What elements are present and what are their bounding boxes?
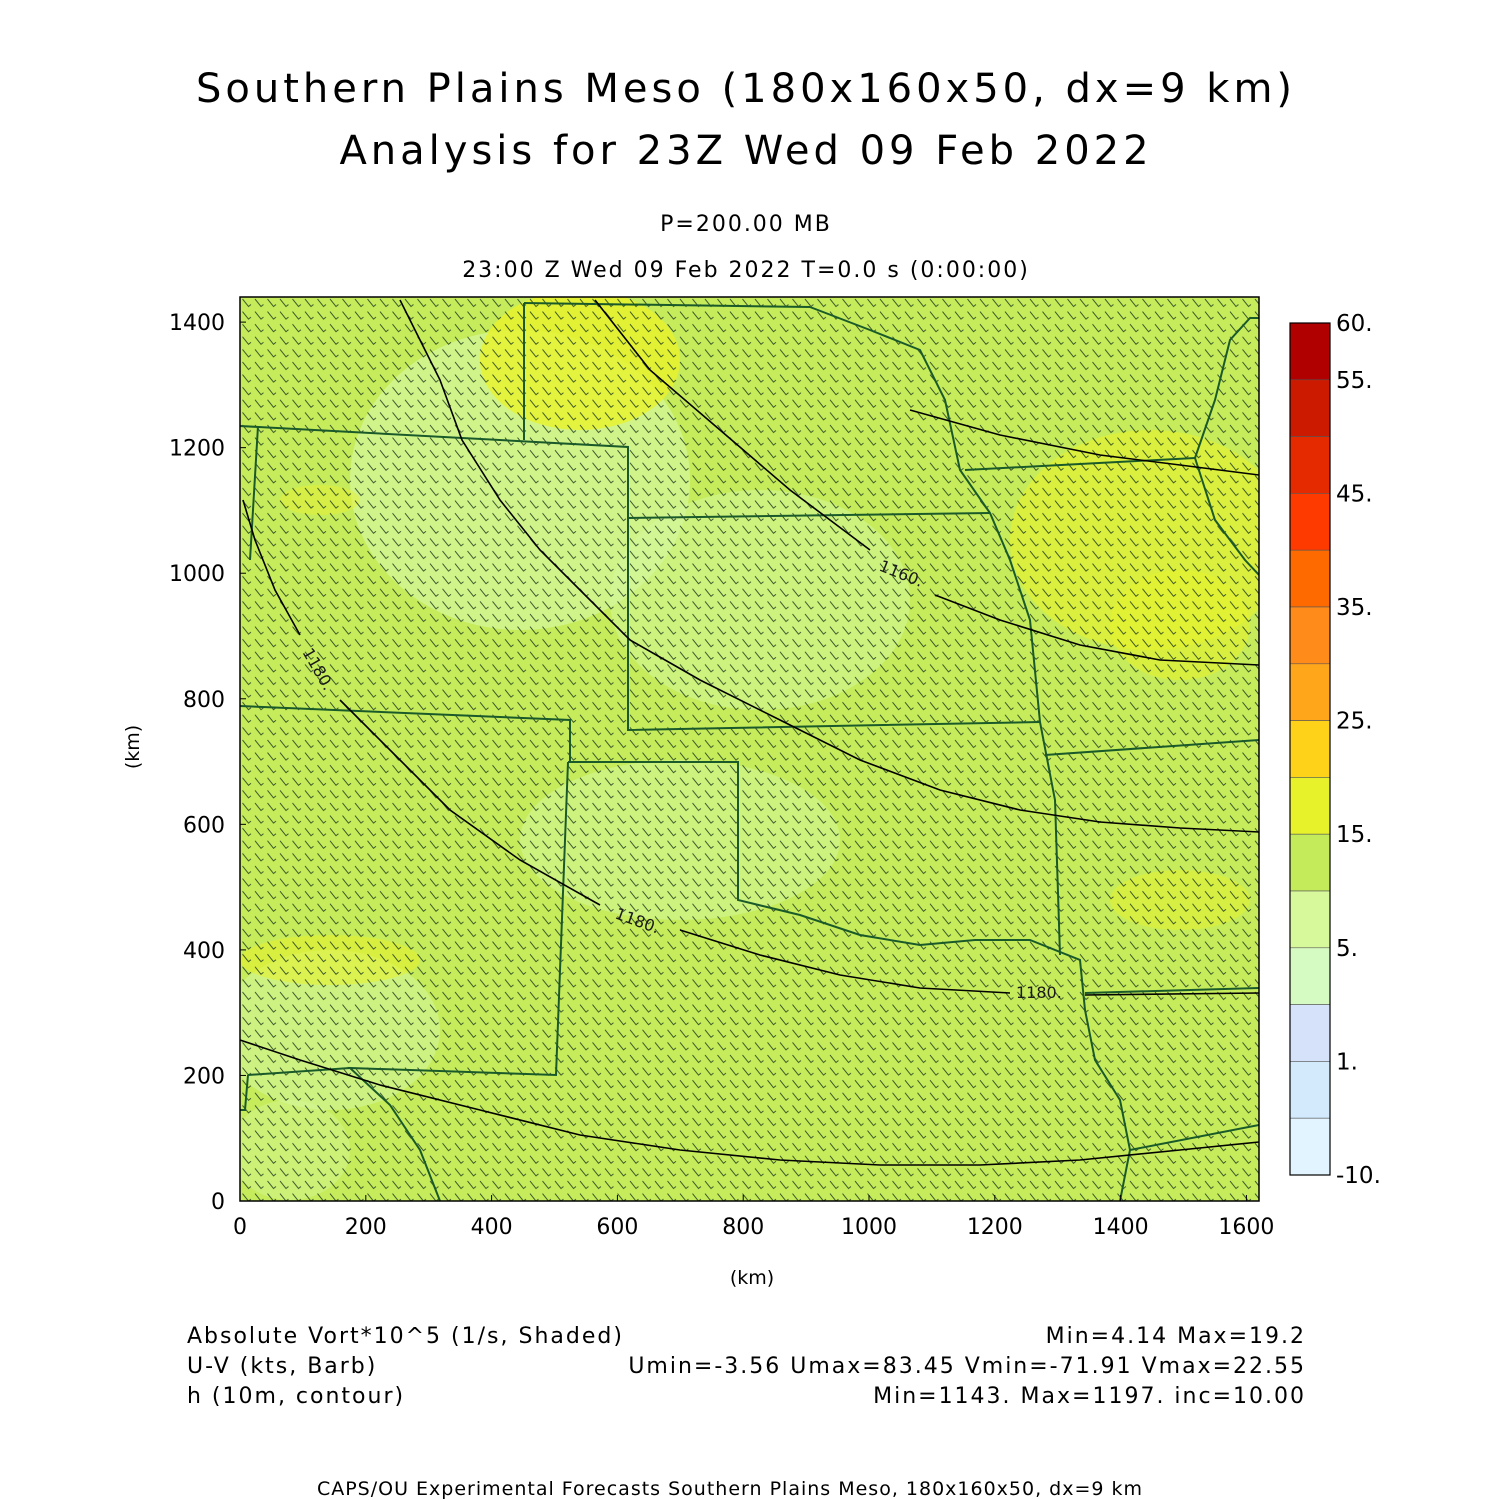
colorbar-segment bbox=[1289, 1061, 1331, 1119]
height-contour-line bbox=[399, 299, 1259, 833]
legend-wind-name: U-V (kts, Barb) bbox=[187, 1354, 378, 1379]
colorbar-label: 60. bbox=[1336, 311, 1373, 337]
credit-line: CAPS/OU Experimental Forecasts Southern … bbox=[316, 1478, 1144, 1500]
x-tick-label: 0 bbox=[233, 1215, 247, 1240]
x-axis-label: (km) bbox=[730, 1267, 774, 1289]
plot-title-line-2: Analysis for 23Z Wed 09 Feb 2022 bbox=[339, 128, 1153, 174]
colorbar-label: 45. bbox=[1336, 481, 1373, 507]
colorbar-label: -10. bbox=[1336, 1163, 1381, 1189]
colorbar-segment bbox=[1289, 720, 1331, 778]
boundary-line bbox=[1129, 1124, 1259, 1151]
colorbar-segment bbox=[1289, 379, 1331, 437]
x-tick-label: 1400 bbox=[1093, 1215, 1149, 1240]
boundary-line bbox=[240, 1074, 249, 1111]
x-tick-label: 1600 bbox=[1218, 1215, 1274, 1240]
y-tick-label: 400 bbox=[183, 939, 225, 964]
y-tick-label: 1400 bbox=[169, 311, 225, 336]
colorbar-segment bbox=[1289, 663, 1331, 721]
state-boundaries bbox=[240, 302, 1259, 1201]
height-contour-line bbox=[242, 499, 301, 636]
colorbar-segment bbox=[1289, 322, 1331, 381]
colorbar-frame bbox=[1289, 322, 1331, 1176]
colorbar-segment bbox=[1289, 1004, 1331, 1062]
colorbar-segment bbox=[1289, 606, 1331, 665]
y-axis: 0 200 400 600 800 1000 1200 1400 bbox=[169, 311, 246, 1215]
boundary-line bbox=[249, 425, 259, 561]
contour-label: 1180. bbox=[1016, 983, 1062, 1002]
colorbar-segment bbox=[1289, 777, 1331, 835]
colorbar-segment bbox=[1289, 947, 1331, 1005]
height-contour-line bbox=[934, 594, 1259, 666]
x-tick-label: 1000 bbox=[841, 1215, 897, 1240]
boundary-line bbox=[247, 1067, 351, 1076]
boundary-line bbox=[1194, 457, 1259, 576]
x-axis: 0 200 400 600 800 1000 1200 1400 1600 bbox=[233, 1195, 1274, 1240]
plot-frame bbox=[239, 296, 1260, 1202]
height-contours bbox=[240, 299, 1259, 1166]
height-contour-line bbox=[1084, 992, 1259, 996]
y-tick-label: 1200 bbox=[169, 437, 225, 462]
y-tick-label: 1000 bbox=[169, 562, 225, 587]
legend-vorticity-name: Absolute Vort*10^5 (1/s, Shaded) bbox=[187, 1324, 624, 1349]
boundary-line bbox=[347, 761, 569, 1201]
boundary-line bbox=[1084, 987, 1259, 994]
colorbar bbox=[1289, 322, 1331, 1176]
height-contour-line bbox=[909, 409, 1259, 476]
boundary-line bbox=[627, 512, 991, 519]
colorbar-label: 35. bbox=[1336, 595, 1373, 621]
legend-height-name: h (10m, contour) bbox=[187, 1384, 406, 1409]
y-tick-label: 200 bbox=[183, 1064, 225, 1089]
colorbar-segment bbox=[1289, 890, 1331, 949]
x-tick-label: 600 bbox=[596, 1215, 638, 1240]
y-axis-label: (km) bbox=[122, 725, 144, 769]
x-tick-label: 200 bbox=[345, 1215, 387, 1240]
legend-wind-stats: Umin=-3.56 Umax=83.45 Vmin=-71.91 Vmax=2… bbox=[628, 1354, 1306, 1379]
colorbar-labels: 60. 55. 45. 35. 25. 15. 5. 1. -10. bbox=[1336, 311, 1381, 1189]
height-contour-line bbox=[679, 929, 1011, 994]
x-tick-label: 400 bbox=[471, 1215, 513, 1240]
boundary-line bbox=[523, 302, 811, 308]
y-tick-label: 600 bbox=[183, 813, 225, 838]
boundary-line bbox=[964, 457, 1196, 471]
colorbar-segment bbox=[1289, 549, 1331, 608]
boundary-line bbox=[1044, 739, 1259, 756]
legend-height-stats: Min=1143. Max=1197. inc=10.00 bbox=[873, 1384, 1306, 1409]
colorbar-label: 1. bbox=[1336, 1049, 1358, 1075]
colorbar-segment bbox=[1289, 493, 1331, 551]
pressure-level-label: P=200.00 MB bbox=[660, 212, 832, 237]
height-contour-line bbox=[339, 699, 601, 906]
boundary-line bbox=[240, 425, 1041, 732]
colorbar-label: 55. bbox=[1336, 368, 1373, 394]
boundary-line bbox=[809, 306, 1061, 956]
colorbar-segment bbox=[1289, 1117, 1331, 1176]
colorbar-segment bbox=[1289, 436, 1331, 494]
wind-barbs bbox=[240, 297, 1259, 1201]
legend-vorticity-stats: Min=4.14 Max=19.2 bbox=[1045, 1324, 1306, 1349]
boundary-line bbox=[568, 761, 1132, 1201]
colorbar-label: 25. bbox=[1336, 709, 1373, 735]
x-tick-label: 800 bbox=[722, 1215, 764, 1240]
x-tick-label: 1200 bbox=[967, 1215, 1023, 1240]
y-tick-label: 800 bbox=[183, 688, 225, 713]
boundary-line bbox=[1194, 317, 1259, 459]
colorbar-segment bbox=[1289, 833, 1331, 892]
height-contour-line bbox=[240, 1039, 1259, 1166]
plot-title-line-1: Southern Plains Meso (180x160x50, dx=9 k… bbox=[195, 66, 1297, 112]
valid-time-label: 23:00 Z Wed 09 Feb 2022 T=0.0 s (0:00:00… bbox=[462, 258, 1030, 283]
colorbar-label: 5. bbox=[1336, 936, 1358, 962]
vorticity-shading bbox=[240, 297, 1259, 1201]
height-contour-line bbox=[594, 299, 871, 551]
colorbar-label: 15. bbox=[1336, 822, 1373, 848]
y-tick-label: 0 bbox=[211, 1190, 225, 1215]
